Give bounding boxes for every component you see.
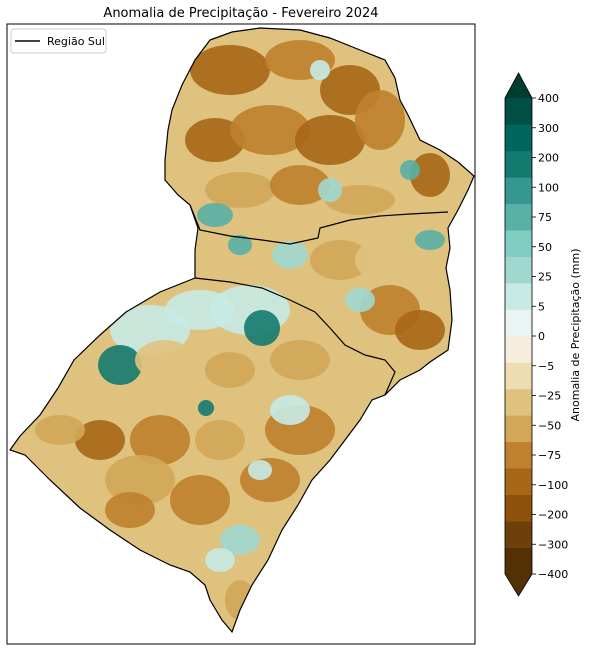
anomaly-patch <box>228 235 252 255</box>
anomaly-patch <box>355 240 405 280</box>
region-outline <box>9 27 475 634</box>
anomaly-patch <box>410 153 450 197</box>
anomaly-patch <box>190 45 270 95</box>
colorbar-tick-label: −5 <box>538 360 554 373</box>
anomaly-patch <box>310 240 370 280</box>
colorbar-tick-label: −25 <box>538 390 561 403</box>
colorbar-segment <box>505 124 532 152</box>
colorbar-extend-high <box>505 73 532 98</box>
anomaly-patch <box>135 340 195 380</box>
legend-label: Região Sul <box>47 35 105 48</box>
anomaly-patch <box>295 115 365 165</box>
anomaly-patch <box>415 230 445 250</box>
map-title: Anomalia de Precipitação - Fevereiro 202… <box>103 6 378 21</box>
colorbar-tick-label: −300 <box>538 538 568 551</box>
anomaly-patch <box>205 548 235 572</box>
anomaly-patch <box>318 178 342 202</box>
anomaly-patch <box>400 160 420 180</box>
colorbar-segment <box>505 283 532 310</box>
colorbar-segment <box>505 362 532 390</box>
colorbar-tick-label: 75 <box>538 211 552 224</box>
colorbar-segment <box>505 309 532 337</box>
anomaly-patch <box>395 310 445 350</box>
colorbar-tick-label: 400 <box>538 92 559 105</box>
colorbar-extend-low <box>505 574 532 596</box>
colorbar-tick-label: 50 <box>538 241 552 254</box>
colorbar-segment <box>505 256 532 284</box>
colorbar-tick-label: −400 <box>538 568 568 581</box>
anomaly-patches <box>35 40 450 620</box>
anomaly-patch <box>198 400 214 416</box>
anomaly-patch <box>345 288 375 312</box>
anomaly-patch <box>244 310 280 346</box>
anomaly-patch <box>105 492 155 528</box>
colorbar-tick-label: −100 <box>538 479 568 492</box>
colorbar-segment <box>505 230 532 257</box>
colorbar-tick-label: 5 <box>538 300 545 313</box>
anomaly-patch <box>230 105 310 155</box>
colorbar-tick-label: −50 <box>538 419 561 432</box>
anomaly-patch <box>205 172 275 208</box>
legend-box: Região Sul <box>10 28 107 54</box>
colorbar-segment <box>505 441 532 469</box>
santa-catarina-rio-grande-border <box>194 277 396 396</box>
anomaly-patch <box>310 60 330 80</box>
colorbar-segment <box>505 98 532 125</box>
colorbar-tick-label: −75 <box>538 449 561 462</box>
parana-santa-catarina-border <box>189 204 449 245</box>
colorbar-label: Anomalia de Precipitação (mm) <box>569 249 582 422</box>
anomaly-patch <box>35 415 85 445</box>
colorbar-segment <box>505 547 532 575</box>
colorbar-segments <box>505 98 532 575</box>
anomaly-patch <box>270 395 310 425</box>
colorbar-tick-label: 100 <box>538 181 559 194</box>
anomaly-patch <box>195 420 245 460</box>
anomaly-patch <box>170 475 230 525</box>
anomaly-patch <box>105 455 175 505</box>
colorbar-segment <box>505 494 532 522</box>
colorbar-segment <box>505 415 532 443</box>
colorbar-segment <box>505 150 532 178</box>
colorbar-tick-label: 300 <box>538 122 559 135</box>
anomaly-patch <box>272 241 308 269</box>
anomaly-patch <box>185 118 245 162</box>
colorbar: 40030020010075502550−5−25−50−75−100−200−… <box>504 72 582 597</box>
colorbar-segment <box>505 468 532 495</box>
colorbar-ticks: 40030020010075502550−5−25−50−75−100−200−… <box>532 92 568 581</box>
anomaly-patch <box>205 352 255 388</box>
colorbar-tick-label: 200 <box>538 152 559 165</box>
colorbar-segment <box>505 388 532 416</box>
anomaly-patch <box>220 525 260 555</box>
colorbar-segment <box>505 203 532 231</box>
colorbar-segment <box>505 521 532 548</box>
colorbar-segment <box>505 177 532 205</box>
anomaly-patch <box>270 340 330 380</box>
anomaly-patch <box>355 90 405 150</box>
anomaly-patch <box>75 420 125 460</box>
anomaly-patch <box>98 345 142 385</box>
anomaly-patch <box>325 185 395 215</box>
colorbar-tick-label: 25 <box>538 271 552 284</box>
anomaly-patch <box>248 460 272 480</box>
anomaly-patch <box>197 203 233 227</box>
colorbar-tick-label: −200 <box>538 509 568 522</box>
anomaly-patch <box>130 415 190 465</box>
colorbar-tick-label: 0 <box>538 330 545 343</box>
anomaly-patch <box>270 165 330 205</box>
colorbar-segment <box>505 336 532 363</box>
